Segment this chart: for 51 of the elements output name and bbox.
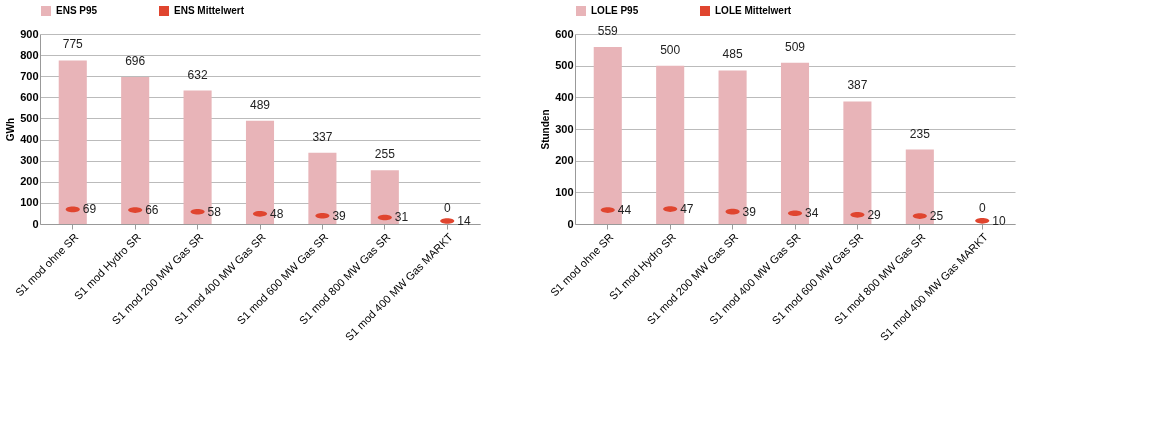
y-tick-label: 900 (20, 27, 39, 40)
y-tick-label: 700 (20, 69, 39, 82)
data-label: 25 (929, 209, 944, 224)
data-label: 255 (374, 147, 396, 162)
y-axis-title: GWh (5, 117, 17, 142)
data-label: 500 (660, 42, 681, 57)
data-label: 0 (443, 201, 451, 215)
y-tick-label: 400 (555, 90, 574, 103)
y-tick-label: 500 (555, 59, 574, 72)
data-label: 39 (742, 204, 757, 219)
y-tick-label: 100 (555, 185, 574, 198)
data-label: 387 (847, 78, 868, 93)
y-tick-label: 600 (20, 90, 39, 103)
y-tick-label: 200 (20, 175, 39, 188)
data-label: 489 (249, 97, 271, 112)
y-tick-label: 0 (32, 217, 39, 230)
data-label: 29 (867, 207, 882, 222)
legend-label: LOLE P95 (591, 5, 639, 16)
data-label: 66 (145, 203, 159, 218)
y-tick-label: 300 (555, 122, 574, 135)
y-tick-label: 300 (20, 154, 39, 167)
data-label: 559 (597, 23, 619, 38)
data-label: 235 (909, 126, 931, 141)
data-label: 47 (680, 202, 694, 217)
data-label: 696 (125, 54, 146, 69)
data-label: 44 (617, 203, 632, 218)
legend-label: ENS Mittelwert (174, 5, 245, 16)
legend-label: ENS P95 (56, 5, 98, 16)
y-tick-label: 500 (20, 111, 39, 124)
y-tick-label: 800 (20, 48, 39, 61)
data-label: 0 (978, 201, 986, 215)
y-tick-label: 0 (567, 217, 574, 230)
data-label: 14 (457, 214, 471, 229)
data-label: 39 (332, 208, 347, 223)
y-axis-title: Stunden (540, 109, 552, 150)
data-label: 10 (992, 213, 1006, 228)
y-tick-label: 200 (555, 154, 574, 167)
data-label: 48 (270, 206, 284, 221)
y-tick-label: 400 (20, 133, 39, 146)
data-label: 69 (82, 202, 97, 217)
y-tick-label: 100 (20, 196, 39, 209)
legend-label: LOLE Mittelwert (715, 5, 792, 16)
data-label: 31 (394, 210, 409, 225)
data-label: 509 (784, 39, 806, 54)
data-label: 632 (187, 67, 208, 82)
data-label: 34 (805, 206, 819, 221)
y-tick-label: 600 (555, 27, 574, 40)
data-label: 58 (207, 204, 222, 219)
data-label: 485 (722, 47, 743, 62)
data-label: 337 (312, 129, 333, 144)
data-label: 775 (62, 37, 84, 52)
